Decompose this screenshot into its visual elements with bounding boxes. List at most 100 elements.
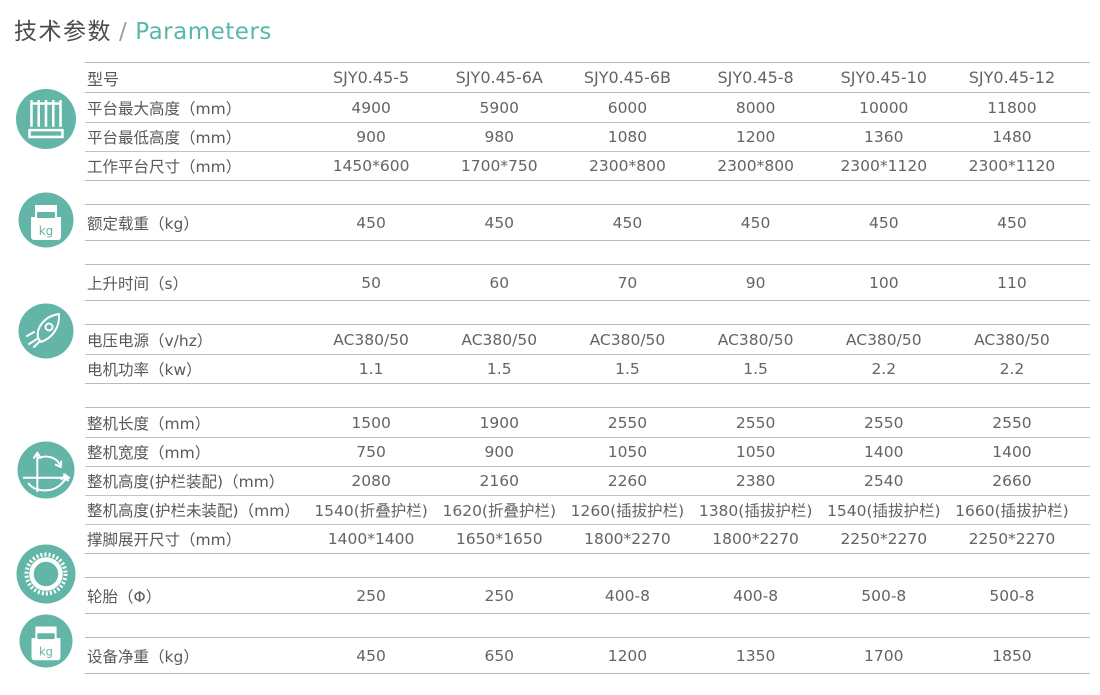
- cell-value: 1380(插拔护栏): [698, 502, 813, 520]
- table-row: 轮胎（Φ） 250 250 400-8 400-8 500-8 500-8: [85, 578, 1090, 613]
- cell-value: 1540(折叠护栏): [314, 502, 428, 520]
- page-title: 技术参数 / Parameters: [14, 12, 272, 46]
- cell-value: 1260(插拔护栏): [570, 502, 685, 520]
- cell-value: 1.5: [743, 360, 768, 378]
- cell-value: 1620(折叠护栏): [442, 502, 557, 520]
- cell-value: 650: [484, 646, 515, 665]
- cell-value: 450: [356, 646, 386, 665]
- rocket-icon: [18, 303, 74, 359]
- model-header: SJY0.45-5: [332, 68, 410, 87]
- table-row: 电机功率（kw） 1.1 1.5 1.5 1.5 2.2 2.2: [85, 354, 1090, 383]
- model-header: SJY0.45-6B: [583, 68, 672, 87]
- cell-value: 1050: [735, 443, 776, 461]
- cell-value: AC380/50: [333, 330, 409, 349]
- cell-value: 1200: [607, 646, 648, 665]
- table-row: 上升时间（s） 50 60 70 90 100 110: [85, 265, 1090, 300]
- cell-value: 250: [356, 586, 386, 605]
- cell-value: AC380/50: [461, 330, 538, 349]
- cell-value: 5900: [479, 98, 519, 117]
- table-row: 整机宽度（mm） 750 900 1050 1050 1400 1400: [85, 437, 1090, 466]
- model-header: SJY0.45-6A: [455, 68, 543, 87]
- row-label: 设备净重（kg）: [87, 647, 199, 666]
- cell-value: 450: [868, 213, 899, 232]
- cell-value: 450: [740, 213, 771, 232]
- cell-value: 1360: [864, 128, 904, 146]
- table-row: 整机高度(护栏未装配)（mm） 1540(折叠护栏) 1620(折叠护栏) 1260(…: [85, 495, 1090, 524]
- row-label: 平台最大高度（mm）: [87, 99, 242, 118]
- cell-value: 1400*1400: [327, 530, 415, 548]
- table-row: 工作平台尺寸（mm） 1450*600 1700*750 2300*800 2300*8…: [85, 151, 1090, 180]
- cell-value: 2160: [479, 472, 519, 490]
- platform-guardrail-icon: [15, 88, 77, 150]
- cell-value: AC380/50: [974, 330, 1050, 349]
- cell-value: 11800: [987, 98, 1037, 117]
- model-header: SJY0.45-8: [717, 68, 794, 87]
- row-label: 撑脚展开尺寸（mm）: [87, 531, 242, 549]
- cell-value: 110: [997, 273, 1027, 292]
- table-row: 撑脚展开尺寸（mm） 1400*1400 1650*1650 1800*2270 180…: [85, 524, 1090, 553]
- cell-value: 450: [997, 213, 1027, 232]
- cell-value: 750: [356, 443, 386, 461]
- cell-value: 2080: [351, 472, 391, 490]
- cell-value: 1800*2270: [712, 530, 799, 548]
- cell-value: AC380/50: [589, 330, 666, 349]
- row-label: 整机长度（mm）: [87, 414, 211, 433]
- cell-value: 1450*600: [332, 157, 410, 175]
- cell-value: 1500: [351, 413, 391, 432]
- cell-value: 1900: [479, 413, 519, 432]
- cell-value: 980: [484, 128, 515, 146]
- row-label: 电压电源（v/hz）: [87, 331, 213, 350]
- cell-value: 1480: [992, 128, 1032, 146]
- table-section: 整机长度（mm） 1500 1900 2550 2550 2550 2550 整机宽度（mm）…: [85, 407, 1090, 554]
- row-label: 工作平台尺寸（mm）: [87, 158, 242, 176]
- cell-value: 4900: [351, 98, 391, 117]
- table-row: 整机长度（mm） 1500 1900 2550 2550 2550 2550: [85, 408, 1090, 437]
- cell-value: 1200: [735, 128, 776, 146]
- table-section: 设备净重（kg） 450 650 1200 1350 1700 1850: [85, 637, 1090, 674]
- page-title-separator: /: [119, 19, 129, 45]
- cell-value: 1.1: [358, 360, 384, 378]
- table-row: 平台最大高度（mm） 4900 5900 6000 8000 10000 11800: [85, 93, 1090, 122]
- cell-value: 6000: [607, 98, 648, 117]
- table-header-row: 型号 SJY0.45-5 SJY0.45-6A SJY0.45-6B SJY0.45-…: [85, 62, 1090, 92]
- cell-value: 2300*800: [717, 157, 794, 175]
- row-label: 平台最低高度（mm）: [87, 129, 242, 147]
- cell-value: 100: [868, 273, 899, 292]
- cell-value: 2380: [735, 472, 776, 490]
- cell-value: 2660: [992, 472, 1032, 490]
- cell-value: 2550: [992, 413, 1032, 432]
- cell-value: 450: [356, 213, 386, 232]
- row-label: 整机高度(护栏装配)（mm）: [87, 473, 285, 491]
- cell-value: 1350: [735, 646, 776, 665]
- cell-value: AC380/50: [717, 330, 794, 349]
- table-body: 平台最大高度（mm） 4900 5900 6000 8000 10000 11800 平台最低…: [85, 92, 1090, 674]
- cell-value: 500-8: [989, 586, 1035, 605]
- cell-value: 2300*1120: [968, 157, 1056, 175]
- kg-icon-label: kg: [39, 224, 54, 238]
- table-row: 电压电源（v/hz） AC380/50 AC380/50 AC380/50 AC380/…: [85, 325, 1090, 354]
- table-section: 平台最大高度（mm） 4900 5900 6000 8000 10000 11800 平台最低…: [85, 92, 1090, 181]
- table-section: 额定载重（kg） 450 450 450 450 450 450: [85, 204, 1090, 241]
- cell-value: 500-8: [861, 586, 907, 605]
- cell-value: 60: [489, 273, 510, 292]
- cell-value: 2.2: [871, 360, 897, 378]
- page-title-en: Parameters: [135, 19, 272, 45]
- cell-value: 1.5: [486, 360, 512, 378]
- tire-gear-icon: [16, 544, 76, 604]
- cell-value: 2250*2270: [968, 530, 1056, 548]
- cell-value: 8000: [735, 98, 776, 117]
- cell-value: 2550: [607, 413, 648, 432]
- cell-value: 1800*2270: [584, 530, 671, 548]
- cell-value: 1050: [607, 443, 648, 461]
- row-label: 电机功率（kw）: [87, 361, 202, 379]
- cell-value: 10000: [859, 98, 909, 117]
- cell-value: 2260: [607, 472, 648, 490]
- table-row: 平台最低高度（mm） 900 980 1080 1200 1360 1480: [85, 122, 1090, 151]
- table-section: 电压电源（v/hz） AC380/50 AC380/50 AC380/50 AC380/…: [85, 324, 1090, 384]
- cell-value: 1400: [864, 443, 904, 461]
- cell-value: 900: [484, 443, 515, 461]
- table-section: 上升时间（s） 50 60 70 90 100 110: [85, 264, 1090, 301]
- cell-value: 450: [484, 213, 515, 232]
- table-section: 轮胎（Φ） 250 250 400-8 400-8 500-8 500-8: [85, 577, 1090, 614]
- row-label: 轮胎（Φ）: [87, 587, 162, 606]
